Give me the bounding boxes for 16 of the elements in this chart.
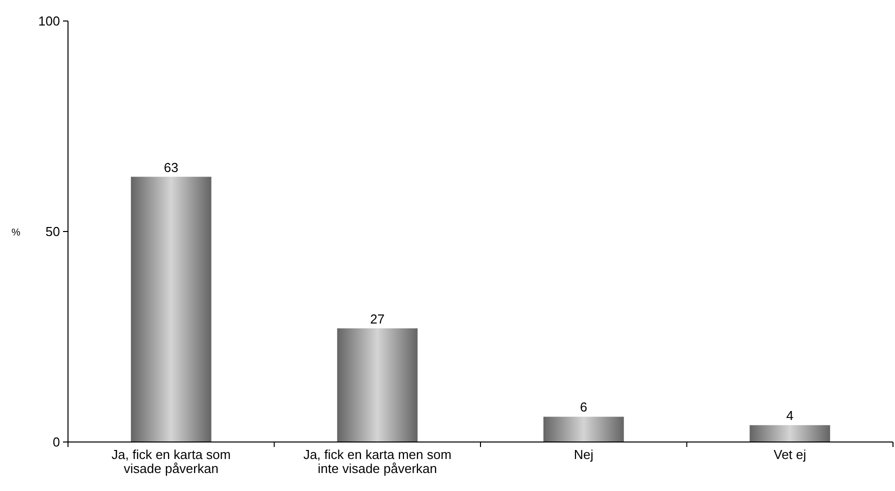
x-tick-label: Ja, fick en karta som visade påverkan <box>112 447 231 476</box>
y-tick-label: 0 <box>52 434 60 450</box>
y-tick-label: 100 <box>38 14 60 29</box>
bar <box>750 425 830 442</box>
data-label: 63 <box>164 160 178 175</box>
data-label: 6 <box>580 400 588 415</box>
data-label: 27 <box>370 311 385 326</box>
bar <box>337 328 418 442</box>
bar <box>543 416 624 442</box>
x-tick-label: Ja, fick en karta men som inte visade påverkan <box>303 447 452 476</box>
x-tick-label: Vet ej <box>774 447 806 462</box>
data-label: 4 <box>786 408 794 424</box>
y-axis-title: % <box>12 228 21 238</box>
y-tick-label: 50 <box>46 224 60 240</box>
x-tick-label: Nej <box>574 447 594 462</box>
bar <box>130 176 212 442</box>
